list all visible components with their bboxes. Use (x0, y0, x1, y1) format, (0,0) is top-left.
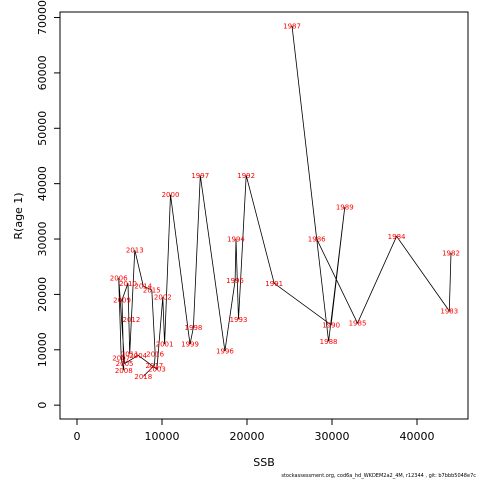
point-label-2013: 2013 (126, 247, 144, 255)
point-label-1992: 1992 (237, 172, 255, 180)
point-label-1986: 1986 (308, 236, 326, 244)
y-tick-label: 40000 (36, 166, 49, 201)
point-label-1996: 1996 (216, 347, 234, 355)
y-tick-label: 50000 (36, 111, 49, 146)
y-tick-label: 20000 (36, 277, 49, 312)
point-label-1982: 1982 (442, 249, 460, 257)
x-tick-label: 20000 (230, 430, 265, 443)
y-axis: 0 10000 20000 30000 40000 50000 60000 70000 (36, 0, 60, 409)
point-label-2015: 2015 (143, 286, 161, 294)
point-label-2008: 2008 (115, 367, 133, 375)
point-label-2005: 2005 (116, 360, 134, 368)
point-label-1985: 1985 (349, 320, 367, 328)
series-path (118, 25, 452, 377)
point-label-2010: 2010 (119, 280, 137, 288)
point-label-2012: 2012 (122, 316, 140, 324)
x-tick-label: 0 (74, 430, 81, 443)
point-label-2003: 2003 (148, 366, 166, 374)
point-label-1995: 1995 (226, 277, 244, 285)
point-label-1999: 1999 (181, 341, 199, 349)
x-tick-label: 10000 (145, 430, 180, 443)
y-tick-label: 60000 (36, 55, 49, 90)
point-label-1993: 1993 (230, 316, 248, 324)
point-label-1987: 1987 (283, 22, 301, 30)
point-label-2007: 2007 (112, 355, 130, 363)
point-label-2000: 2000 (162, 191, 180, 199)
plot-frame (59, 11, 469, 420)
x-tick-label: 30000 (315, 430, 350, 443)
point-label-2004: 2004 (129, 352, 147, 360)
point-label-1994: 1994 (227, 236, 245, 244)
point-label-1989: 1989 (336, 203, 354, 211)
footer-caption: stockassessment.org, cod6a_hd_WKDEM2a2_4… (281, 473, 476, 479)
point-label-2014: 2014 (134, 283, 152, 291)
point-labels: 1982 1983 1984 1985 1986 1987 1988 1989 1990 1991… (110, 22, 460, 381)
y-tick-label: 70000 (36, 0, 49, 35)
y-tick-label: 0 (36, 402, 49, 409)
point-label-2011: 2011 (121, 351, 139, 359)
point-label-2009: 2009 (113, 296, 131, 304)
x-tick-label: 40000 (400, 430, 435, 443)
point-label-1983: 1983 (440, 308, 458, 316)
x-axis: 0 10000 20000 30000 40000 (74, 419, 435, 443)
ssb-recruitment-line (118, 25, 452, 377)
y-axis-title: R(age 1) (12, 192, 25, 239)
y-tick-label: 30000 (36, 222, 49, 257)
point-label-1997: 1997 (191, 172, 209, 180)
point-label-1998: 1998 (185, 324, 203, 332)
y-tick-label: 10000 (36, 332, 49, 367)
point-label-2018: 2018 (134, 373, 152, 381)
point-label-2001: 2001 (156, 341, 174, 349)
point-label-2006: 2006 (110, 274, 128, 282)
x-axis-title: SSB (253, 456, 275, 469)
point-label-1990: 1990 (322, 321, 340, 329)
point-label-2017: 2017 (145, 362, 163, 370)
point-label-1991: 1991 (265, 280, 283, 288)
point-label-1984: 1984 (388, 233, 406, 241)
point-label-2016: 2016 (146, 351, 164, 359)
point-label-1988: 1988 (320, 338, 338, 346)
point-label-2002: 2002 (154, 294, 172, 302)
